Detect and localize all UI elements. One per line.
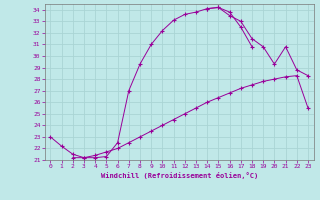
X-axis label: Windchill (Refroidissement éolien,°C): Windchill (Refroidissement éolien,°C) [100, 172, 258, 179]
